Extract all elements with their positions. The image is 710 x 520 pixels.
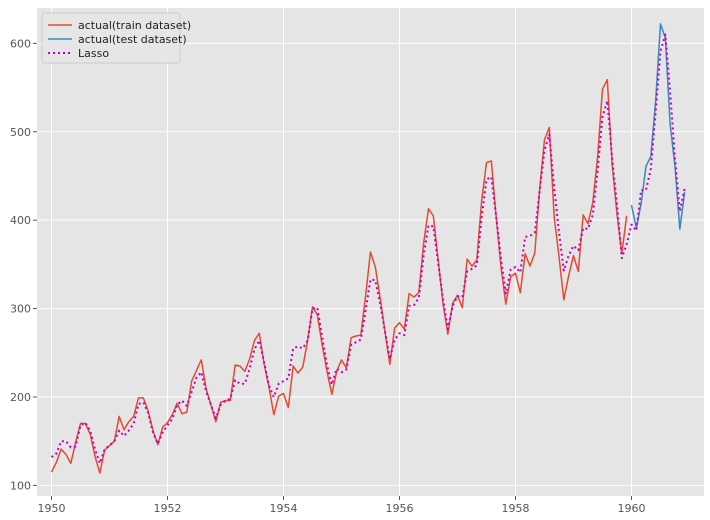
x-tick-label: 1960 [618,502,646,515]
x-tick-label: 1956 [386,502,414,515]
axis-ticks: 1950 1952 1954 1956 1958 1960 100 200 300 400 500 6… [10,37,646,515]
y-tick-label: 200 [10,391,31,404]
legend-label: actual(test dataset) [78,33,187,46]
lasso-series-line [50,33,686,465]
x-tick-label: 1954 [270,502,298,515]
y-tick-label: 600 [10,37,31,50]
x-tick-label: 1958 [502,502,530,515]
gridlines [37,8,704,496]
legend-label: actual(train dataset) [78,19,191,32]
legend-label: Lasso [78,47,109,60]
y-tick-label: 100 [10,479,31,492]
legend: actual(train dataset)actual(test dataset… [41,12,191,64]
y-tick-label: 300 [10,303,31,316]
y-tick-label: 500 [10,126,31,139]
series-lines [50,23,686,474]
x-tick-label: 1950 [38,502,66,515]
legend-box [41,12,181,64]
test-series-line [630,23,686,230]
x-tick-label: 1952 [154,502,182,515]
y-tick-label: 400 [10,214,31,227]
train-series-line [50,78,628,474]
